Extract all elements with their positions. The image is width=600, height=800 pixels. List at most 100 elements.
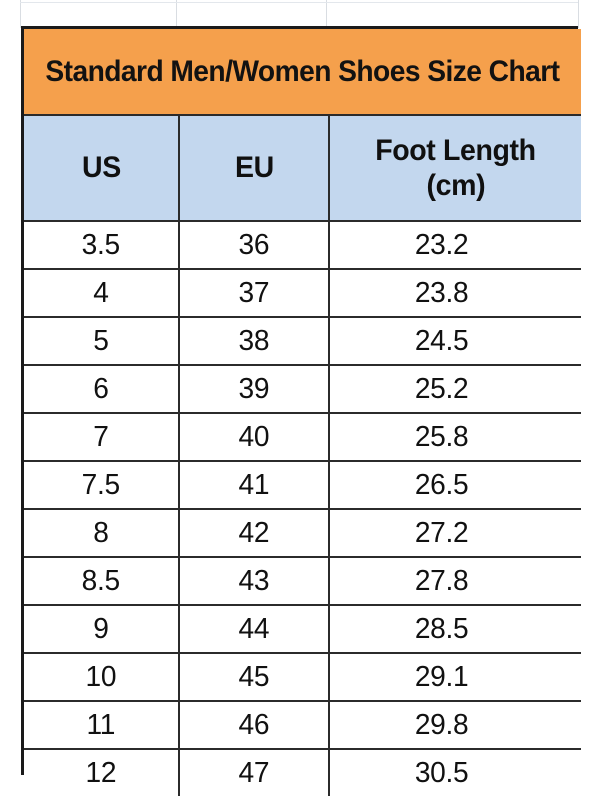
cell-value: 7.5 — [81, 468, 121, 501]
cell-value: 45 — [238, 660, 270, 693]
cell-value: 23.2 — [414, 228, 469, 261]
cell-value: 41 — [238, 468, 270, 501]
cell-us: 12 — [24, 749, 180, 796]
column-header-foot-length: Foot Length (cm) — [327, 115, 582, 222]
column-header-foot-length-unit: (cm) — [426, 169, 485, 202]
cell-value: 29.1 — [414, 660, 469, 693]
table-row: 8 42 27.2 — [24, 509, 582, 558]
cell-eu: 44 — [178, 605, 330, 654]
column-header-eu: EU — [178, 115, 330, 222]
cell-value: 11 — [86, 708, 116, 741]
cell-value: 36 — [238, 228, 270, 261]
cell-value: 26.5 — [414, 468, 469, 501]
cell-eu: 46 — [178, 701, 330, 750]
cell-eu: 41 — [178, 461, 330, 510]
cell-foot-length: 27.2 — [327, 509, 582, 558]
table-row: 5 38 24.5 — [24, 317, 582, 366]
cell-foot-length: 23.8 — [327, 269, 582, 318]
chart-title-cell: Standard Men/Women Shoes Size Chart — [24, 29, 582, 116]
table-row: 8.5 43 27.8 — [24, 557, 582, 606]
cell-foot-length: 25.2 — [327, 365, 582, 414]
cell-eu: 45 — [178, 653, 330, 702]
shoe-size-chart-table: Standard Men/Women Shoes Size Chart US E… — [24, 29, 582, 796]
cell-foot-length: 28.5 — [327, 605, 582, 654]
cell-value: 43 — [238, 564, 270, 597]
cell-foot-length: 26.5 — [327, 461, 582, 510]
cell-eu: 47 — [178, 749, 330, 796]
cell-value: 9 — [93, 612, 109, 645]
background-gridline-vertical — [176, 0, 177, 28]
cell-eu: 37 — [178, 269, 330, 318]
cell-value: 40 — [238, 420, 270, 453]
cell-value: 38 — [238, 324, 270, 357]
cell-foot-length: 29.1 — [327, 653, 582, 702]
background-gridline-vertical — [578, 0, 579, 28]
cell-value: 29.8 — [414, 708, 469, 741]
cell-value: 24.5 — [414, 324, 469, 357]
cell-value: 39 — [238, 372, 270, 405]
cell-value: 27.8 — [414, 564, 469, 597]
cell-value: 42 — [238, 516, 270, 549]
cell-eu: 38 — [178, 317, 330, 366]
cell-value: 37 — [238, 276, 270, 309]
table-row: 11 46 29.8 — [24, 701, 582, 750]
cell-value: 44 — [238, 612, 270, 645]
cell-foot-length: 29.8 — [327, 701, 582, 750]
cell-value: 28.5 — [414, 612, 469, 645]
cell-value: 47 — [238, 756, 270, 789]
cell-us: 8 — [24, 509, 180, 558]
table-row: 7.5 41 26.5 — [24, 461, 582, 510]
table-row: 3.5 36 23.2 — [24, 221, 582, 270]
cell-us: 11 — [24, 701, 180, 750]
cell-us: 7 — [24, 413, 180, 462]
cell-us: 10 — [24, 653, 180, 702]
cell-foot-length: 25.8 — [327, 413, 582, 462]
size-chart-container: Standard Men/Women Shoes Size Chart US E… — [21, 26, 582, 796]
column-header-foot-length-label: Foot Length — [375, 133, 536, 167]
cell-foot-length: 27.8 — [327, 557, 582, 606]
cell-eu: 42 — [178, 509, 330, 558]
cell-value: 8.5 — [81, 564, 121, 597]
cell-value: 23.8 — [414, 276, 469, 309]
table-row: 12 47 30.5 — [24, 749, 582, 796]
background-gridline-vertical — [326, 0, 327, 28]
column-header-us-label: US — [81, 151, 121, 185]
table-row: 7 40 25.8 — [24, 413, 582, 462]
column-header-row: US EU Foot Length (cm) — [24, 115, 582, 222]
cell-us: 5 — [24, 317, 180, 366]
cell-eu: 43 — [178, 557, 330, 606]
cell-eu: 40 — [178, 413, 330, 462]
cell-value: 30.5 — [414, 756, 469, 789]
cell-value: 6 — [93, 372, 109, 405]
background-gridline-horizontal — [20, 2, 578, 3]
background-gridline-vertical — [20, 0, 21, 28]
cell-foot-length: 24.5 — [327, 317, 582, 366]
cell-foot-length: 23.2 — [327, 221, 582, 270]
table-row: 9 44 28.5 — [24, 605, 582, 654]
table-row: 6 39 25.2 — [24, 365, 582, 414]
cell-value: 27.2 — [414, 516, 469, 549]
cell-value: 3.5 — [81, 228, 121, 261]
cell-us: 6 — [24, 365, 180, 414]
cell-value: 5 — [93, 324, 109, 357]
cell-value: 10 — [85, 660, 117, 693]
cell-us: 8.5 — [24, 557, 180, 606]
table-body: Standard Men/Women Shoes Size Chart US E… — [24, 29, 582, 796]
title-row: Standard Men/Women Shoes Size Chart — [24, 29, 582, 116]
cell-us: 9 — [24, 605, 180, 654]
table-row: 10 45 29.1 — [24, 653, 582, 702]
cell-value: 12 — [85, 756, 117, 789]
column-header-eu-label: EU — [234, 151, 274, 185]
cell-value: 46 — [238, 708, 270, 741]
cell-eu: 36 — [178, 221, 330, 270]
cell-eu: 39 — [178, 365, 330, 414]
cell-foot-length: 30.5 — [327, 749, 582, 796]
cell-us: 4 — [24, 269, 180, 318]
cell-value: 4 — [93, 276, 109, 309]
cell-value: 25.8 — [414, 420, 469, 453]
page-title: Standard Men/Women Shoes Size Chart — [45, 54, 560, 88]
cell-us: 3.5 — [24, 221, 180, 270]
column-header-us: US — [24, 115, 180, 222]
cell-value: 25.2 — [414, 372, 469, 405]
cell-value: 8 — [93, 516, 109, 549]
